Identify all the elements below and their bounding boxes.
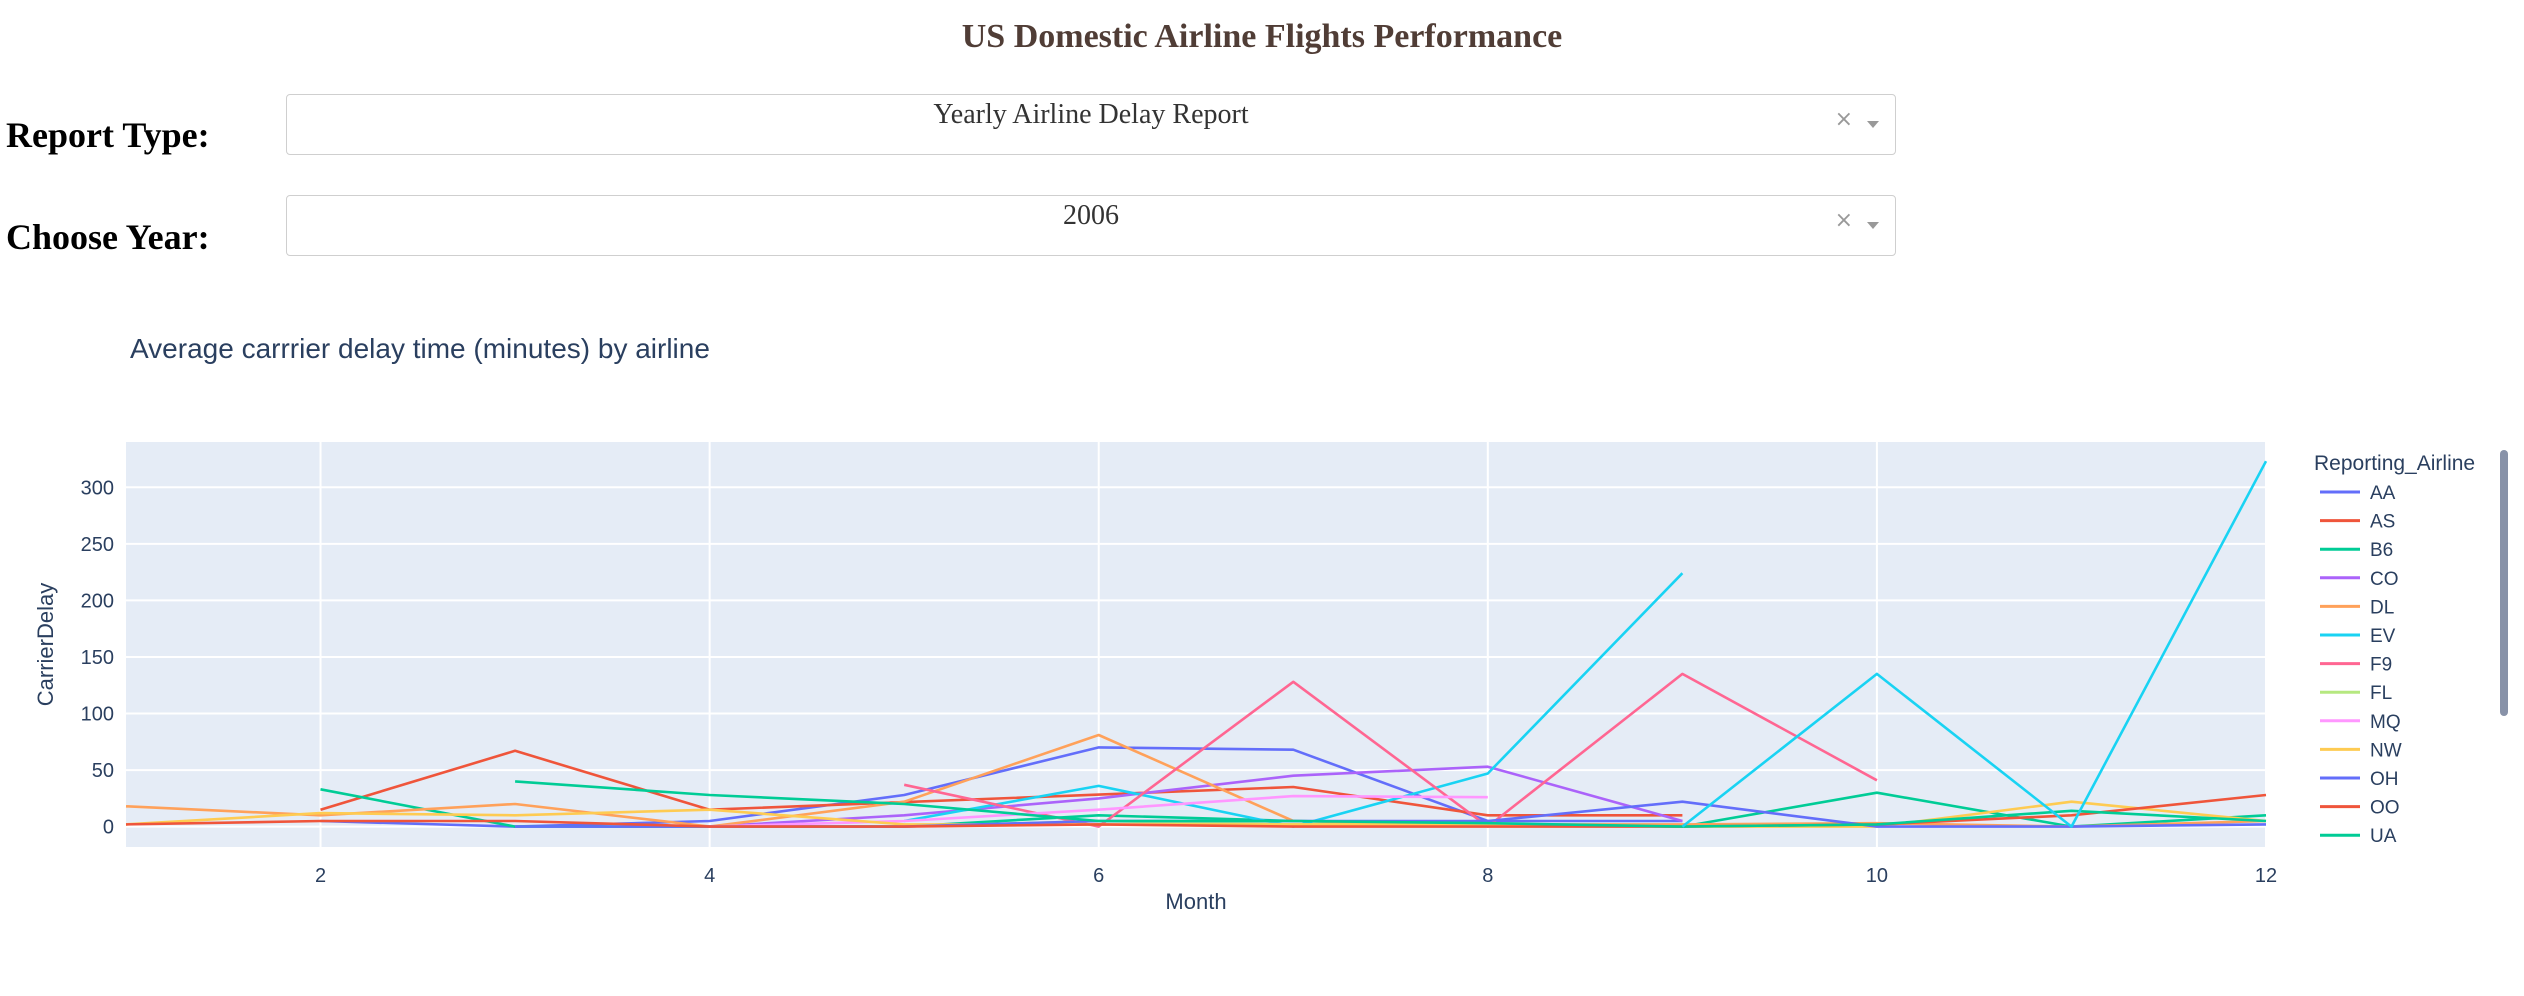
legend-item-f9: F9: [2370, 655, 2392, 676]
chart-title: Average carrrier delay time (minutes) by…: [130, 333, 710, 364]
legend-item-mq: MQ: [2370, 712, 2401, 733]
series-line-f9: [903, 672, 1878, 828]
x-tick-label: 12: [2255, 865, 2277, 887]
plot-area: [126, 442, 2266, 847]
y-tick-label: 300: [81, 477, 114, 499]
chevron-down-icon[interactable]: [1867, 121, 1879, 128]
series-line-ua: [515, 780, 2267, 828]
legend-item-ua: UA: [2370, 826, 2397, 847]
legend-item-dl: DL: [2370, 597, 2394, 618]
series-line-ev: [1681, 460, 2268, 828]
y-tick-label: 50: [92, 760, 114, 782]
report-type-selected-value: Yearly Airline Delay Report: [933, 99, 1249, 130]
legend-title: Reporting_Airline: [2314, 452, 2475, 475]
y-tick-label: 100: [81, 704, 114, 726]
x-tick-label: 8: [1482, 865, 1493, 887]
report-type-dropdown[interactable]: Yearly Airline Delay Report ×: [286, 94, 1896, 155]
series-line-co: [709, 765, 1683, 828]
chart-svg: Average carrrier delay time (minutes) by…: [33, 333, 2508, 914]
clear-icon[interactable]: ×: [1834, 208, 1853, 233]
y-tick-label: 250: [81, 534, 114, 556]
y-axis-label: CarrierDelay: [33, 583, 58, 706]
legend-item-ev: EV: [2370, 626, 2396, 647]
x-tick-label: 6: [1093, 865, 1104, 887]
x-axis-label: Month: [1165, 889, 1226, 914]
legend-scrollbar[interactable]: [2500, 450, 2508, 716]
legend-item-b6: B6: [2370, 540, 2393, 561]
choose-year-label: Choose Year:: [6, 217, 210, 257]
report-type-label: Report Type:: [6, 115, 210, 155]
series-line-mq: [709, 794, 1488, 828]
chevron-down-icon[interactable]: [1867, 222, 1879, 229]
legend-item-aa: AA: [2370, 483, 2396, 504]
delay-chart: Average carrrier delay time (minutes) by…: [0, 320, 2524, 991]
legend-item-co: CO: [2370, 569, 2399, 590]
year-dropdown[interactable]: 2006 ×: [286, 195, 1896, 256]
page-title: US Domestic Airline Flights Performance: [961, 18, 1563, 55]
legend-item-fl: FL: [2370, 683, 2392, 704]
x-tick-label: 10: [1866, 865, 1888, 887]
legend-item-nw: NW: [2370, 740, 2402, 761]
x-tick-label: 4: [704, 865, 715, 887]
y-tick-label: 200: [81, 590, 114, 612]
clear-icon[interactable]: ×: [1834, 107, 1853, 132]
y-tick-label: 0: [103, 817, 114, 839]
legend-item-oo: OO: [2370, 798, 2400, 819]
series-line-as: [320, 749, 1683, 817]
x-tick-label: 2: [315, 865, 326, 887]
legend-item-as: AS: [2370, 512, 2395, 533]
year-selected-value: 2006: [1063, 200, 1119, 231]
y-tick-label: 150: [81, 647, 114, 669]
legend-item-oh: OH: [2370, 769, 2399, 790]
